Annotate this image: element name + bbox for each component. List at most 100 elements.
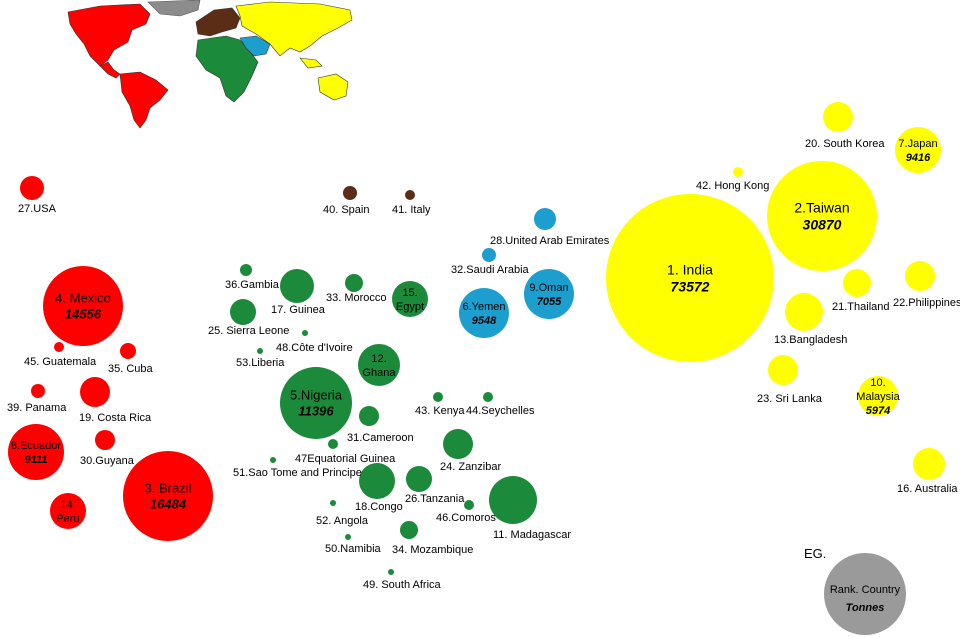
legend: EG. Rank. Country Tonnes [804,546,906,635]
country-label: 16. Australia [897,483,958,495]
country-label: 19. Costa Rica [79,412,152,424]
country-tonnes: 9548 [472,315,497,327]
country-label: 3. Brazil [145,481,192,496]
country-tonnes: 14556 [65,307,102,322]
country-label: 9.Oman [529,282,568,294]
country-label: 12. [371,353,386,365]
country-bubble [43,266,123,346]
country-label: 45. Guatemala [24,356,97,368]
country-label: 35. Cuba [108,363,154,375]
country-bubble [392,281,428,317]
country-bubble [280,269,314,303]
country-bubble [464,500,474,510]
country-label: 46.Comoros [436,512,496,524]
country-bubble [257,348,263,354]
country-bubble [240,264,252,276]
country-tonnes: 11396 [298,404,334,419]
legend-title: EG. [804,546,826,561]
country-label: 49. South Africa [363,579,442,591]
country-bubble [459,288,509,338]
country-label: 53.Liberia [236,357,285,369]
country-label: 33. Morocco [326,292,387,304]
country-bubble [913,448,945,480]
country-label: Egypt [396,301,424,313]
country-tonnes: 16484 [150,497,187,512]
country-bubble [606,194,774,362]
country-label: 42. Hong Kong [696,180,769,192]
country-bubble [400,521,418,539]
country-label: 5.Nigeria [290,388,343,403]
country-label: 21.Thailand [832,301,890,313]
country-label: 43. Kenya [415,405,465,417]
country-bubble [359,406,379,426]
country-label: 48.Côte d'Ivoire [276,342,353,354]
country-label: 20. South Korea [805,138,885,150]
legend-rank-country: Rank. Country [830,584,901,596]
country-label: 6.Yemen [462,301,505,313]
country-label: 30.Guyana [80,455,135,467]
legend-bubble [824,553,906,635]
country-bubble [843,269,871,297]
country-bubble [120,343,136,359]
country-bubble [359,463,395,499]
legend-tonnes: Tonnes [846,602,885,614]
country-label: 52. Angola [316,515,369,527]
country-bubble [80,377,110,407]
country-bubble [768,355,798,385]
country-bubble [343,186,357,200]
country-label: 41. Italy [392,204,431,216]
country-bubble [50,493,86,529]
country-bubble [489,476,537,524]
country-bubble [328,439,338,449]
country-label: 18.Congo [355,501,403,513]
country-label: 22.Philippines [893,297,960,309]
country-label: Peru [56,513,79,525]
country-bubble [95,430,115,450]
country-tonnes: 73572 [671,278,710,294]
country-bubble [345,534,351,540]
country-label: 11. Madagascar [493,529,571,541]
country-label: 15. [402,287,417,299]
country-bubble [524,269,574,319]
country-tonnes: 9416 [906,152,931,164]
country-bubble [54,342,64,352]
country-label: 28.United Arab Emirates [490,235,610,247]
country-bubble [858,376,898,416]
country-bubble [767,161,877,271]
country-bubble [895,127,941,173]
world-map-inset [60,0,360,129]
country-label: 2.Taiwan [794,199,849,215]
country-label: 10. [870,377,885,389]
country-label: Malaysia [856,391,900,403]
country-label: 14. [60,499,75,511]
country-bubble [20,176,44,200]
country-label: 24. Zanzibar [440,461,501,473]
country-bubble [388,569,394,575]
country-label: 1. India [667,261,713,277]
country-bubble [733,167,743,177]
country-label: 39. Panama [7,402,67,414]
country-bubble [345,274,363,292]
country-label: 25. Sierra Leone [208,325,289,337]
country-label: 34. Mozambique [392,544,473,556]
country-bubble [905,261,935,291]
country-tonnes: 30870 [803,216,842,232]
country-label: 23. Sri Lanka [757,393,823,405]
country-label: 17. Guinea [271,304,326,316]
country-label: 47Equatorial Guinea [295,453,396,465]
country-bubble [8,424,64,480]
country-label: 40. Spain [323,204,369,216]
country-bubble [823,102,853,132]
country-bubble [405,190,415,200]
country-label: 32.Saudi Arabia [451,264,530,276]
country-label: Ghana [362,367,396,379]
country-label: 44.Seychelles [466,405,535,417]
country-label: 51.Sao Tome and Principe [233,467,362,479]
country-label: 27.USA [18,203,57,215]
country-label: 13.Bangladesh [774,334,847,346]
country-tonnes: 9111 [25,454,48,466]
country-bubble [483,392,493,402]
country-bubble [123,451,213,541]
country-bubble [270,457,276,463]
